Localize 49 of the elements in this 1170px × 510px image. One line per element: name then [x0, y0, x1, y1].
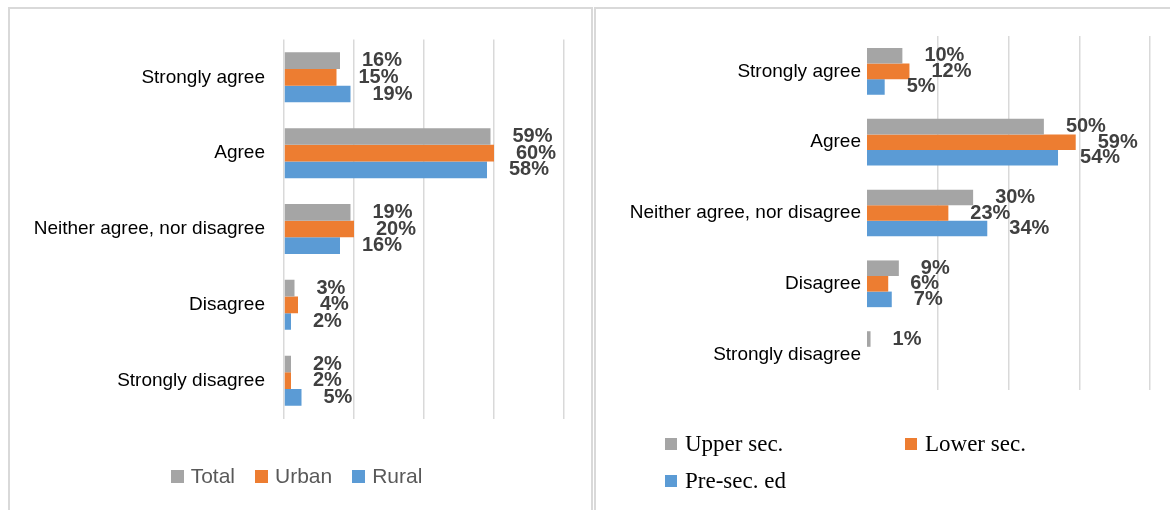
bar — [867, 220, 988, 237]
bar — [867, 260, 899, 277]
y-tick-label: Strongly agree — [141, 65, 265, 87]
data-label: 34% — [1009, 216, 1050, 239]
y-tick-label: Neither agree, nor disagree — [33, 217, 265, 239]
bar — [284, 52, 340, 69]
bar — [867, 79, 885, 95]
bar — [867, 331, 871, 347]
bar — [284, 279, 295, 297]
y-tick-label: Disagree — [784, 272, 861, 294]
legend-label: Rural — [372, 464, 423, 488]
bar — [284, 203, 351, 221]
y-tick-label: Strongly agree — [737, 59, 861, 81]
y-tick-label: Agree — [214, 141, 265, 163]
y-tick-label: Strongly disagree — [713, 342, 861, 364]
legend-label: Upper sec. — [685, 430, 784, 458]
bar — [867, 134, 1076, 150]
bar — [867, 48, 903, 64]
bar — [867, 118, 1044, 135]
data-label: 59% — [512, 123, 553, 146]
data-label: 1% — [892, 326, 922, 349]
bar — [867, 63, 910, 80]
bar — [284, 85, 351, 103]
bar — [867, 291, 892, 308]
bar — [284, 128, 491, 145]
bar — [284, 144, 494, 162]
bar — [284, 389, 302, 406]
legend-label: Pre-sec. ed — [685, 467, 786, 495]
bar — [867, 189, 974, 206]
bar — [284, 372, 291, 390]
bar — [284, 220, 354, 238]
bar — [284, 68, 337, 86]
bar — [284, 313, 291, 330]
bar — [284, 296, 298, 314]
legend-label: Lower sec. — [925, 430, 1026, 458]
legend-label: Total — [190, 464, 235, 488]
y-tick-label: Agree — [810, 130, 861, 152]
legend-label: Urban — [274, 464, 333, 488]
bar — [867, 276, 889, 292]
data-label: 2% — [313, 309, 343, 332]
y-tick-label: Disagree — [188, 293, 265, 315]
bar — [284, 161, 487, 179]
y-tick-label: Neither agree, nor disagree — [629, 201, 861, 223]
bar — [284, 355, 291, 373]
bar — [867, 205, 949, 221]
bar — [284, 237, 340, 255]
y-tick-label: Strongly disagree — [117, 368, 265, 390]
data-label: 19% — [372, 199, 413, 222]
bar — [867, 149, 1059, 166]
